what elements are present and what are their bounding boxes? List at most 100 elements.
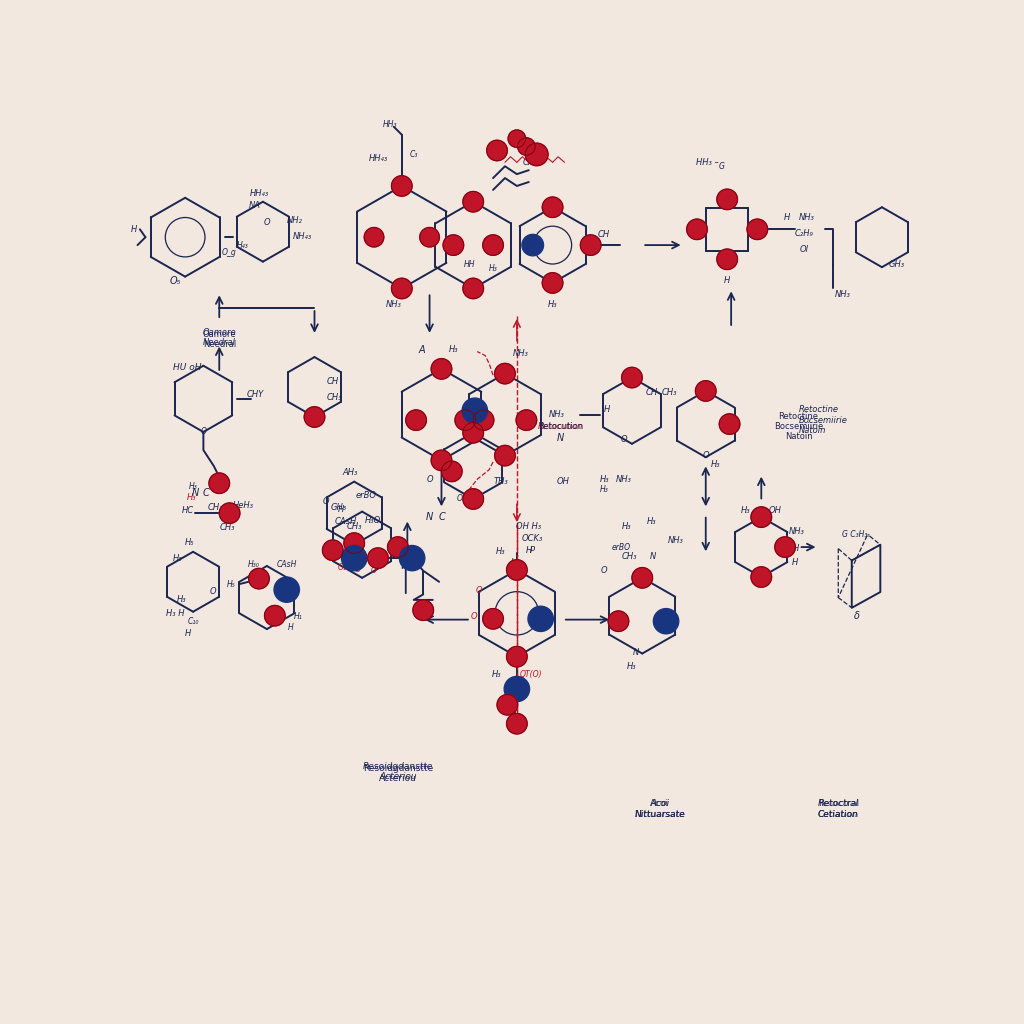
Text: Retoctine
Bocsemiirie
Natoin: Retoctine Bocsemiirie Natoin xyxy=(774,412,823,441)
Text: H₃ H: H₃ H xyxy=(166,609,185,617)
Circle shape xyxy=(365,227,384,247)
Text: G C₃H₃ₛ: G C₃H₃ₛ xyxy=(843,530,870,539)
Text: H₃: H₃ xyxy=(622,522,631,531)
Text: TH₃: TH₃ xyxy=(494,477,508,486)
Text: H: H xyxy=(603,404,609,414)
Text: O: O xyxy=(210,587,216,596)
Text: HeH₃: HeH₃ xyxy=(232,501,254,510)
Text: CH: CH xyxy=(522,158,535,167)
Text: H: H xyxy=(131,225,137,233)
Text: O: O xyxy=(457,495,463,504)
Text: H: H xyxy=(359,555,366,564)
Text: N: N xyxy=(191,488,199,499)
Text: CH₃: CH₃ xyxy=(346,522,361,531)
Circle shape xyxy=(482,234,504,255)
Circle shape xyxy=(508,130,525,147)
Text: HC: HC xyxy=(181,506,194,515)
Circle shape xyxy=(473,410,494,430)
Text: OCK₃: OCK₃ xyxy=(522,534,544,543)
Circle shape xyxy=(443,234,464,255)
Text: H: H xyxy=(783,213,790,222)
Text: H₃₀: H₃₀ xyxy=(248,560,259,569)
Text: H₁: H₁ xyxy=(294,612,303,621)
Text: HU oH: HU oH xyxy=(173,362,202,372)
Text: H: H xyxy=(288,623,294,632)
Circle shape xyxy=(341,546,367,570)
Text: H₅: H₅ xyxy=(185,538,195,547)
Text: H₃: H₃ xyxy=(188,482,198,490)
Circle shape xyxy=(543,272,563,293)
Circle shape xyxy=(528,606,553,632)
Text: NH₃: NH₃ xyxy=(668,537,684,545)
Circle shape xyxy=(431,358,452,379)
Text: NH₃: NH₃ xyxy=(513,349,528,358)
Text: O: O xyxy=(324,497,330,506)
Text: O₅: O₅ xyxy=(170,275,181,286)
Text: OH: OH xyxy=(768,506,781,515)
Text: Oamore
Needral: Oamore Needral xyxy=(203,328,237,347)
Text: NH₃: NH₃ xyxy=(549,411,564,419)
Text: CH: CH xyxy=(327,377,339,386)
Text: P: P xyxy=(510,711,516,721)
Text: Ol: Ol xyxy=(800,245,809,254)
Text: O_g: O_g xyxy=(221,249,237,257)
Text: C₃: C₃ xyxy=(410,150,418,159)
Circle shape xyxy=(517,138,536,156)
Text: CH₃: CH₃ xyxy=(622,552,637,561)
Circle shape xyxy=(323,540,343,560)
Text: O: O xyxy=(471,612,477,621)
Text: N: N xyxy=(650,552,656,561)
Text: δ: δ xyxy=(854,611,859,622)
Text: CH₃: CH₃ xyxy=(662,388,677,397)
Circle shape xyxy=(525,143,548,166)
Text: P: P xyxy=(530,546,536,555)
Text: O: O xyxy=(201,427,207,436)
Text: CAsH: CAsH xyxy=(276,560,297,569)
Text: erBO: erBO xyxy=(355,492,377,501)
Circle shape xyxy=(495,364,515,384)
Circle shape xyxy=(368,548,388,568)
Text: H₃: H₃ xyxy=(176,595,186,603)
Circle shape xyxy=(482,608,504,629)
Circle shape xyxy=(622,368,642,388)
Text: H₄₃: H₄₃ xyxy=(238,241,249,250)
Circle shape xyxy=(748,219,768,240)
Text: H₃: H₃ xyxy=(548,300,557,308)
Text: N: N xyxy=(557,433,564,443)
Text: HH₄₃: HH₄₃ xyxy=(249,189,268,199)
Text: N: N xyxy=(426,512,433,522)
Text: C: C xyxy=(203,488,209,499)
Circle shape xyxy=(463,191,483,212)
Circle shape xyxy=(420,227,439,247)
Text: O: O xyxy=(426,475,433,483)
Text: O: O xyxy=(475,586,482,595)
Text: HH₃: HH₃ xyxy=(383,120,397,129)
Text: HH₄₃: HH₄₃ xyxy=(369,154,388,163)
Circle shape xyxy=(406,410,426,430)
Text: Oamore
Needral: Oamore Needral xyxy=(203,330,237,349)
Text: A: A xyxy=(419,345,425,355)
Text: C₂H₉: C₂H₉ xyxy=(795,228,814,238)
Text: QT(O): QT(O) xyxy=(520,671,543,679)
Text: NH₃: NH₃ xyxy=(386,300,401,308)
Circle shape xyxy=(717,249,737,269)
Text: GH₃: GH₃ xyxy=(331,503,346,512)
Circle shape xyxy=(522,234,544,256)
Circle shape xyxy=(209,473,229,494)
Text: Retocution: Retocution xyxy=(538,422,583,431)
Circle shape xyxy=(463,423,483,443)
Text: O: O xyxy=(355,564,361,573)
Circle shape xyxy=(344,532,365,553)
Text: H: H xyxy=(525,546,531,555)
Circle shape xyxy=(413,600,433,621)
Circle shape xyxy=(516,410,537,430)
Text: HH: HH xyxy=(464,260,475,269)
Circle shape xyxy=(486,140,507,161)
Circle shape xyxy=(455,410,475,430)
Text: Retoctral
Cetiation: Retoctral Cetiation xyxy=(818,799,859,818)
Circle shape xyxy=(463,279,483,299)
Circle shape xyxy=(653,608,679,634)
Circle shape xyxy=(504,677,529,701)
Text: AH₃: AH₃ xyxy=(342,468,358,477)
Text: N: N xyxy=(633,648,639,657)
